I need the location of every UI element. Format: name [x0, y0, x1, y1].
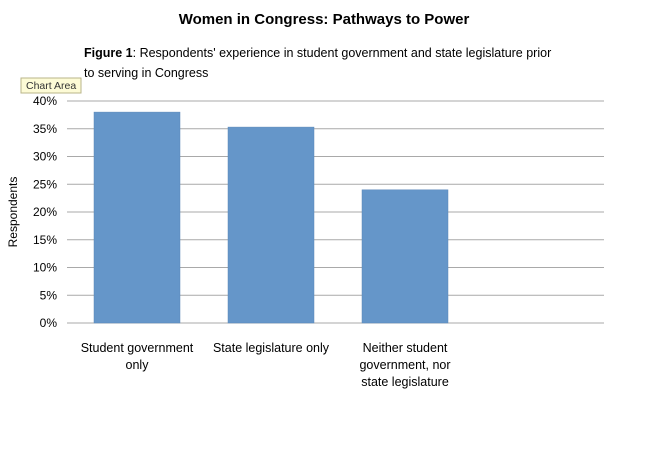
chart-subtitle-line-1: Figure 1: Respondents' experience in stu… — [84, 46, 551, 60]
chart-title: Women in Congress: Pathways to Power — [179, 11, 470, 28]
tooltip-label: Chart Area — [26, 80, 76, 92]
x-category-label: only — [126, 358, 150, 372]
tooltip-box — [20, 77, 82, 94]
y-axis-label: Respondents — [6, 177, 20, 248]
chart-subtitle-line-2: to serving in Congress — [84, 66, 208, 80]
x-category-label: state legislature — [361, 375, 449, 389]
x-category-label: State legislature only — [213, 341, 330, 355]
subtitle-text: : Respondents' experience in student gov… — [133, 46, 552, 60]
y-axis-ticks: 0% 5% 10% 15% 20% 25% 30% 35% 40% — [33, 94, 57, 330]
figure-label: Figure 1 — [84, 46, 133, 60]
y-tick-label: 5% — [40, 288, 58, 302]
y-tick-label: 10% — [33, 261, 57, 275]
x-category-label: government, nor — [359, 358, 450, 372]
bar — [93, 111, 181, 324]
y-tick-label: 40% — [33, 94, 57, 108]
y-tick-label: 15% — [33, 233, 57, 247]
x-category-label: Student government — [81, 341, 194, 355]
bar — [361, 189, 449, 324]
x-axis-labels: Student government only State legislature … — [81, 341, 451, 389]
x-category-label: Neither student — [363, 341, 448, 355]
chart-area-tooltip: Chart Area — [20, 77, 82, 94]
y-tick-label: 20% — [33, 205, 57, 219]
y-tick-label: 25% — [33, 177, 57, 191]
y-tick-label: 35% — [33, 122, 57, 136]
y-tick-label: 0% — [40, 316, 58, 330]
bars — [93, 111, 449, 324]
y-tick-label: 30% — [33, 150, 57, 164]
bar — [227, 126, 315, 324]
